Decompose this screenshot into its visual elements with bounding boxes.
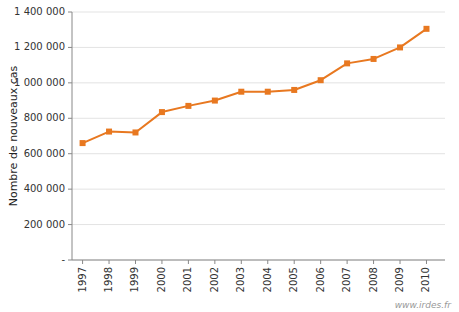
x-axis-line [72, 260, 445, 261]
annotation: www.irdes.fr [395, 300, 453, 310]
marker [344, 60, 350, 66]
x-tick-label: 2002 [209, 267, 220, 292]
line [83, 29, 427, 143]
grid-line [72, 224, 445, 225]
marker [80, 140, 86, 146]
x-tick-label: 2006 [315, 267, 326, 292]
marker [371, 56, 377, 62]
marker [318, 77, 324, 83]
y-tick [68, 12, 72, 13]
x-tick-label: 2001 [182, 267, 193, 292]
grid [72, 12, 445, 260]
x-tick [109, 260, 110, 264]
x-tick [135, 260, 136, 264]
y-tick-label: 600 000 [24, 148, 65, 159]
x-tick [82, 260, 83, 264]
x-tick [294, 260, 295, 264]
x-tick [347, 260, 348, 264]
y-tick-label: 200 000 [24, 219, 65, 230]
grid-line [72, 153, 445, 154]
marker [423, 26, 429, 32]
grid-line [72, 82, 445, 83]
y-tick [68, 224, 72, 225]
y-axis-line [72, 12, 73, 260]
x-tick [373, 260, 374, 264]
x-tick [214, 260, 215, 264]
x-tick-label: 2009 [394, 267, 405, 292]
y-tick [68, 82, 72, 83]
chart: - 200 000 400 000 600 000 800 000 1 000 000 1 … [0, 0, 459, 312]
grid-line [72, 189, 445, 190]
marker [397, 44, 403, 50]
x-tick-label: 1997 [77, 267, 88, 292]
x-tick [267, 260, 268, 264]
y-tick-label: 1 200 000 [14, 41, 65, 52]
marker [132, 129, 138, 135]
x-tick [241, 260, 242, 264]
grid-line [72, 118, 445, 119]
y-tick [68, 153, 72, 154]
marker [265, 89, 271, 95]
y-tick-label: 800 000 [24, 112, 65, 123]
x-tick-label: 1999 [129, 267, 140, 292]
grid-line [72, 260, 445, 261]
y-axis: - 200 000 400 000 600 000 800 000 1 000 000 1 … [14, 6, 72, 265]
marker [238, 89, 244, 95]
x-tick-label: 2010 [420, 267, 431, 292]
x-tick-label: 2003 [235, 267, 246, 292]
grid-line [72, 47, 445, 48]
y-tick [68, 189, 72, 190]
marker [185, 103, 191, 109]
x-tick [320, 260, 321, 264]
x-axis: 1997 1998 1999 2000 2001 2002 2003 2004 2005 2006… [72, 260, 445, 292]
x-tick-label: 2004 [262, 267, 273, 292]
grid-line [72, 12, 445, 13]
x-tick-label: 2008 [368, 267, 379, 292]
y-tick [68, 118, 72, 119]
y-tick-label: - [61, 254, 65, 265]
series [80, 26, 430, 146]
x-tick-label: 2007 [341, 267, 352, 292]
marker [291, 87, 297, 93]
y-tick-label: 1 000 000 [14, 77, 65, 88]
y-axis-label: Nombre de nouveaux cas [7, 65, 20, 206]
x-tick-label: 1998 [103, 267, 114, 292]
y-tick-label: 400 000 [24, 183, 65, 194]
x-tick [161, 260, 162, 264]
x-tick [426, 260, 427, 264]
y-tick [68, 260, 72, 261]
chart-container: - 200 000 400 000 600 000 800 000 1 000 000 1 … [0, 0, 459, 312]
marker [212, 98, 218, 104]
x-tick [188, 260, 189, 264]
marker [106, 129, 112, 135]
x-tick-label: 2000 [156, 267, 167, 292]
y-tick [68, 47, 72, 48]
x-tick [400, 260, 401, 264]
x-tick-label: 2005 [288, 267, 299, 292]
y-tick-label: 1 400 000 [14, 6, 65, 17]
marker [159, 109, 165, 115]
